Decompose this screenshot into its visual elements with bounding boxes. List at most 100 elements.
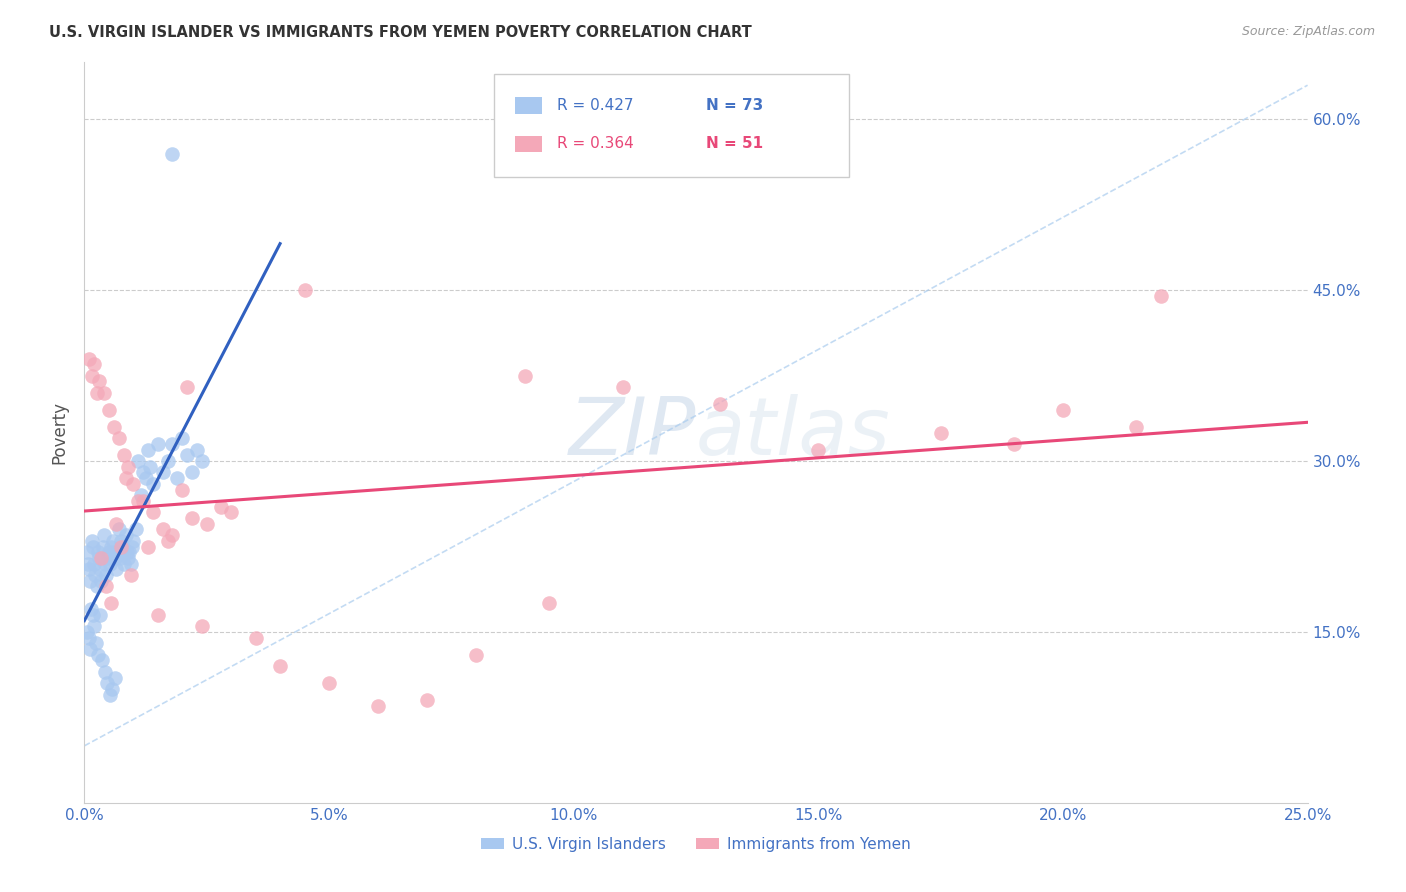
Point (101, 681, 124, 696)
Point (77, 562, 100, 576)
Point (97, 545, 120, 559)
Point (110, 540, 132, 554)
Point (172, 483, 194, 497)
Point (146, 437, 169, 451)
Point (93, 385, 115, 400)
Point (294, 283, 316, 297)
Point (77, 557, 100, 571)
Point (107, 545, 129, 559)
Point (105, 516, 128, 531)
Point (181, 466, 204, 480)
Point (86, 385, 108, 400)
Text: U.S. VIRGIN ISLANDER VS IMMIGRANTS FROM YEMEN POVERTY CORRELATION CHART: U.S. VIRGIN ISLANDER VS IMMIGRANTS FROM … (49, 25, 752, 40)
Legend: U.S. Virgin Islanders, Immigrants from Yemen: U.S. Virgin Islanders, Immigrants from Y… (475, 830, 917, 858)
Point (84, 568, 107, 582)
Point (125, 523, 148, 537)
Point (318, 676, 340, 690)
Point (129, 488, 152, 502)
Y-axis label: Poverty: Poverty (51, 401, 69, 464)
Point (176, 449, 198, 463)
Point (139, 459, 162, 474)
Point (136, 442, 159, 457)
Point (172, 431, 194, 445)
Point (80, 533, 103, 548)
Point (136, 540, 159, 554)
Point (107, 523, 129, 537)
Text: R = 0.364: R = 0.364 (557, 136, 633, 152)
Point (186, 442, 208, 457)
Point (96, 568, 118, 582)
Point (162, 437, 184, 451)
Bar (515, 136, 541, 152)
Point (929, 425, 952, 440)
Point (152, 523, 174, 537)
Point (98, 557, 121, 571)
Text: N = 73: N = 73 (706, 98, 763, 113)
Text: Source: ZipAtlas.com: Source: ZipAtlas.com (1241, 25, 1375, 38)
Point (89, 607, 111, 622)
Point (142, 505, 165, 519)
Point (107, 431, 129, 445)
Point (103, 420, 125, 434)
Point (79, 574, 101, 588)
Point (117, 545, 139, 559)
Text: N = 51: N = 51 (706, 136, 763, 152)
Point (132, 494, 155, 508)
Point (87, 550, 110, 565)
Point (142, 476, 165, 491)
Point (127, 494, 149, 508)
Point (117, 550, 139, 565)
Point (162, 146, 184, 161)
Point (90, 574, 112, 588)
Point (104, 671, 127, 685)
Point (127, 454, 149, 468)
Point (245, 631, 267, 645)
Point (91, 653, 114, 667)
Point (87, 375, 110, 389)
Point (538, 597, 561, 611)
Point (122, 533, 145, 548)
Point (120, 568, 142, 582)
Point (110, 533, 132, 548)
Bar (515, 97, 541, 113)
Point (91, 540, 114, 554)
Point (103, 545, 125, 559)
Point (96, 579, 118, 593)
Point (176, 380, 198, 394)
Point (135, 471, 157, 485)
Point (146, 607, 169, 622)
Point (80, 602, 103, 616)
Point (115, 471, 138, 485)
Point (96, 676, 118, 690)
Point (108, 550, 131, 565)
Point (76, 624, 98, 639)
Point (1002, 437, 1025, 451)
Point (367, 698, 389, 713)
Point (219, 505, 242, 519)
Point (513, 368, 536, 383)
Point (100, 540, 122, 554)
Point (166, 471, 188, 485)
Point (94, 665, 117, 679)
Point (181, 511, 204, 525)
Point (105, 562, 128, 576)
Point (86, 579, 108, 593)
Point (90, 550, 112, 565)
Point (87, 545, 110, 559)
Point (1150, 289, 1173, 303)
Point (612, 380, 634, 394)
Point (82, 540, 104, 554)
Point (120, 557, 142, 571)
Point (112, 449, 135, 463)
Point (464, 648, 486, 662)
Point (77, 351, 100, 366)
Point (112, 557, 135, 571)
Point (115, 528, 138, 542)
Point (195, 516, 218, 531)
Point (101, 533, 124, 548)
Point (111, 540, 134, 554)
Point (156, 454, 179, 468)
Point (807, 442, 830, 457)
Point (132, 466, 155, 480)
Point (84, 636, 107, 650)
